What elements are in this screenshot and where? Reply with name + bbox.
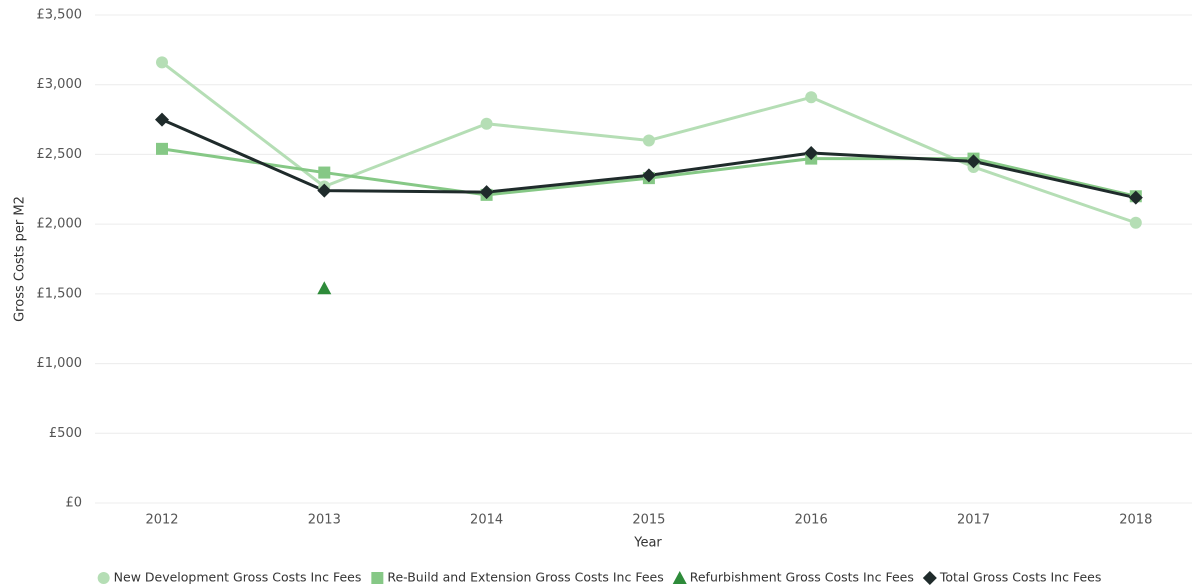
y-tick-label: £500 — [49, 426, 82, 441]
marker — [155, 112, 169, 127]
marker — [1129, 216, 1142, 229]
x-tick-label: 2016 — [795, 513, 828, 528]
y-tick-label: £3,500 — [37, 8, 83, 23]
x-tick-label: 2014 — [470, 513, 503, 528]
marker — [642, 134, 655, 147]
y-tick-label: £1,500 — [37, 286, 83, 301]
y-tick-label: £0 — [65, 496, 82, 511]
y-axis-title: Gross Costs per M2 — [13, 196, 28, 322]
legend-text: Refurbishment Gross Costs Inc Fees — [690, 570, 914, 585]
legend-marker — [371, 572, 384, 584]
marker — [317, 281, 332, 295]
x-axis-title: Year — [633, 536, 662, 551]
marker — [479, 185, 494, 200]
marker — [641, 168, 656, 183]
x-tick-label: 2013 — [308, 513, 341, 528]
x-tick-label: 2018 — [1119, 513, 1152, 528]
legend-text: Total Gross Costs Inc Fees — [939, 570, 1102, 585]
x-tick-label: 2015 — [632, 513, 665, 528]
marker — [805, 91, 818, 104]
marker — [1128, 190, 1143, 205]
marker — [804, 146, 819, 161]
marker — [156, 56, 168, 69]
legend-marker — [672, 571, 687, 584]
legend-marker — [922, 571, 937, 585]
legend-marker — [97, 572, 110, 584]
marker — [317, 183, 332, 198]
legend-text: Re-Build and Extension Gross Costs Inc F… — [387, 570, 663, 585]
y-tick-label: £3,000 — [37, 77, 83, 92]
marker — [318, 166, 331, 179]
x-tick-label: 2012 — [145, 513, 178, 528]
marker — [156, 142, 168, 155]
legend-text: New Development Gross Costs Inc Fees — [114, 570, 362, 585]
y-tick-label: £2,500 — [37, 147, 83, 162]
x-tick-label: 2017 — [957, 513, 990, 528]
series-line — [161, 118, 1137, 200]
y-tick-label: £1,000 — [37, 356, 83, 371]
marker — [480, 117, 493, 130]
y-tick-label: £2,000 — [37, 217, 83, 232]
marker — [966, 154, 981, 169]
legend: New Development Gross Costs Inc Fees Re-B… — [97, 570, 1102, 585]
